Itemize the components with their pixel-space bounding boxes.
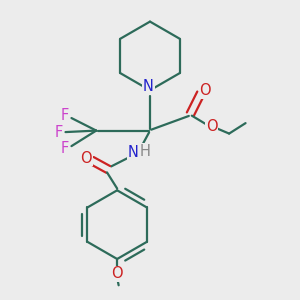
Text: O: O <box>206 118 218 134</box>
Text: O: O <box>81 151 92 166</box>
Text: F: F <box>61 108 69 123</box>
Text: H: H <box>140 144 151 159</box>
Text: N: N <box>143 79 154 94</box>
Text: O: O <box>200 83 211 98</box>
Text: O: O <box>111 266 123 281</box>
Text: F: F <box>61 141 69 156</box>
Text: F: F <box>55 124 63 140</box>
Text: N: N <box>128 146 138 160</box>
